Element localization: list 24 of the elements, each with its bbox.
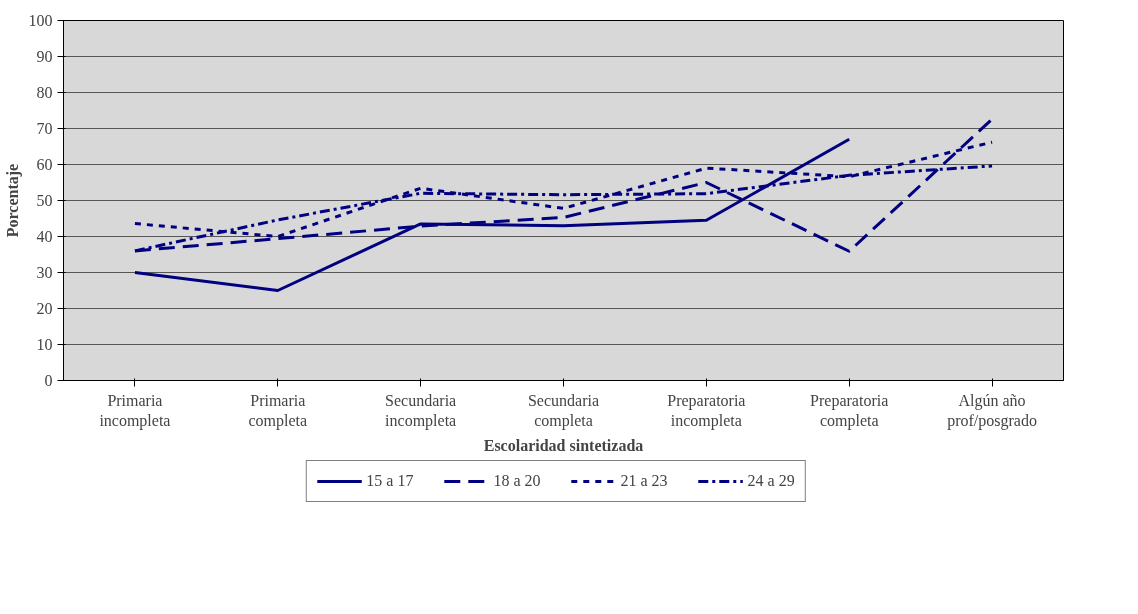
y-tick-label: 20 <box>36 300 53 317</box>
x-axis-title: Escolaridad sintetizada <box>483 436 644 454</box>
y-tick-label: 70 <box>36 120 53 137</box>
y-axis-title: Porcentaje <box>3 163 22 238</box>
legend-label: 15 a 17 <box>366 472 414 490</box>
legend-label: 24 a 29 <box>747 472 795 490</box>
legend-label: 18 a 20 <box>493 472 541 490</box>
x-tick-label: Primaria incompleta <box>99 391 171 430</box>
y-tick-label: 60 <box>36 156 53 173</box>
x-tick-label: Algún año prof/posgrado <box>947 391 1037 430</box>
x-tick-label: Secundaria incompleta <box>385 391 457 430</box>
x-tick-label: Preparatoria incompleta <box>667 391 746 430</box>
y-tick-label: 40 <box>36 228 53 245</box>
y-tick-label: 0 <box>44 372 53 389</box>
y-tick-label: 10 <box>36 336 53 353</box>
y-tick-label: 50 <box>36 192 53 209</box>
legend-label: 21 a 23 <box>620 472 668 490</box>
y-tick-label: 100 <box>28 12 53 29</box>
x-tick-label: Preparatoria completa <box>810 391 889 430</box>
y-tick-label: 80 <box>36 84 53 101</box>
y-tick-label: 90 <box>36 48 53 65</box>
x-tick-label: Primaria completa <box>248 391 308 430</box>
x-tick-label: Secundaria completa <box>527 391 600 430</box>
y-tick-label: 30 <box>36 264 53 281</box>
